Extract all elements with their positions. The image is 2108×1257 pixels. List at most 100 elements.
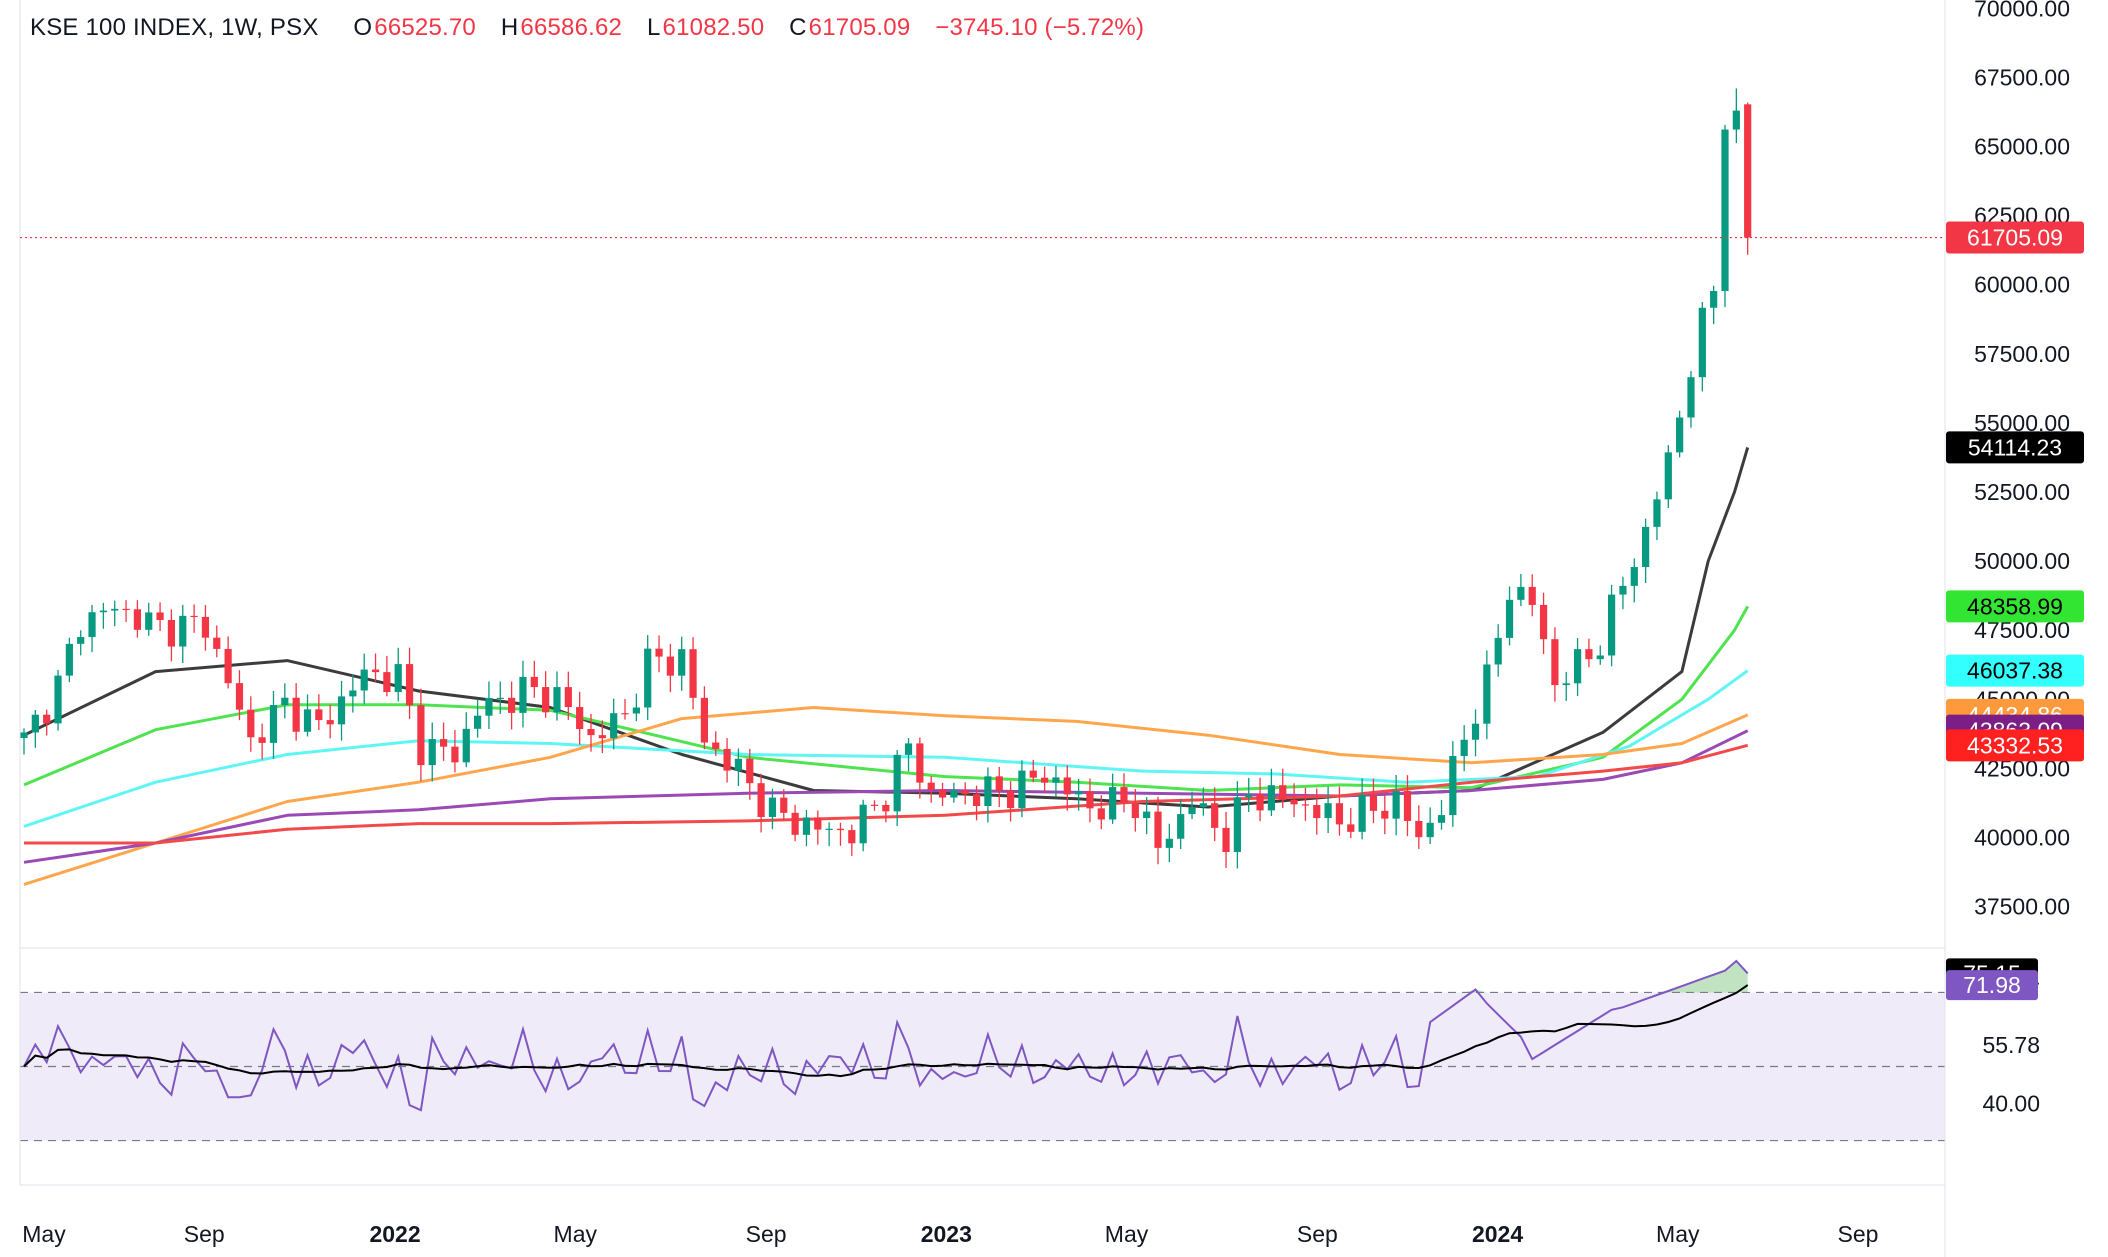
candle-body <box>1358 794 1366 832</box>
candle-body <box>337 696 346 725</box>
candle-body <box>723 748 731 771</box>
candle-body <box>88 612 96 638</box>
candle-body <box>1256 794 1264 811</box>
ma-line <box>23 669 1749 828</box>
candle-body <box>1505 599 1514 638</box>
candle-body <box>1199 803 1207 808</box>
candle-body <box>632 707 640 714</box>
candle-body <box>258 737 266 743</box>
candle-body <box>1301 804 1310 806</box>
price-badge-bg <box>1946 654 2084 687</box>
candle-body <box>836 828 845 831</box>
candle-body <box>916 743 924 783</box>
candle-body <box>1698 307 1706 378</box>
candle-body <box>678 649 686 676</box>
candle-body <box>1120 787 1128 804</box>
candle-body <box>1029 770 1037 778</box>
price-tick-label: 37500.00 <box>1974 894 2070 920</box>
candle-body <box>1052 777 1060 783</box>
candle-body <box>610 713 618 739</box>
candle-body <box>1573 649 1582 684</box>
candle-body <box>156 612 164 620</box>
candle-body <box>689 649 697 698</box>
candle-body <box>1245 794 1253 798</box>
candle-body <box>1347 824 1355 832</box>
candle-body <box>1744 104 1752 238</box>
candle-body <box>757 783 765 818</box>
candle-body <box>712 742 720 749</box>
candle-body <box>1290 799 1298 805</box>
candle-body <box>848 830 856 844</box>
time-tick-label: 2022 <box>369 1221 420 1247</box>
candle-body <box>1018 770 1026 809</box>
time-tick-label: 2023 <box>921 1221 972 1247</box>
candle-body <box>1460 739 1468 757</box>
candle-body <box>1154 811 1162 848</box>
rsi-pane-background <box>20 960 1945 1142</box>
price-badge-bg <box>1946 431 2084 464</box>
price-badge-text: 43332.53 <box>1967 732 2063 758</box>
price-tick-label: 60000.00 <box>1974 272 2070 298</box>
candle-body <box>190 615 198 618</box>
candle-body <box>1710 290 1718 308</box>
high-label: H <box>500 14 519 41</box>
candle-body <box>564 687 572 708</box>
candle-body <box>666 656 674 676</box>
candle-body <box>1086 791 1094 809</box>
candle-body <box>20 732 28 738</box>
candle-body <box>474 715 482 729</box>
candle-body <box>428 739 436 766</box>
candle-body <box>961 790 969 795</box>
candle-body <box>950 790 958 798</box>
ma-line <box>24 743 1749 845</box>
candle-body <box>984 776 992 807</box>
candle-body <box>780 797 788 813</box>
price-badge-ma-green: 48358.99 <box>1946 590 2084 623</box>
candle-body <box>870 804 879 806</box>
candle-body <box>224 648 232 684</box>
price-badge-text: 46037.38 <box>1967 658 2063 684</box>
close-label: C <box>789 14 807 41</box>
candle-body <box>1664 452 1672 500</box>
ma-line <box>23 446 1750 809</box>
candle-body <box>133 609 141 630</box>
rsi-lines <box>23 959 1749 1112</box>
candle-body <box>1313 805 1321 819</box>
candle-body <box>1267 785 1275 811</box>
price-badge-bg <box>1946 729 2084 762</box>
candle-body <box>598 735 606 739</box>
ma-line <box>23 605 1750 792</box>
time-tick-label: May <box>22 1221 66 1247</box>
candle-body <box>31 714 39 733</box>
candle-body <box>825 828 833 830</box>
candle-body <box>201 616 210 638</box>
candle-body <box>882 805 890 812</box>
candlesticks <box>20 88 1752 869</box>
candle-body <box>746 758 754 784</box>
candle-body <box>1494 637 1502 665</box>
price-badge-ma-red: 43332.53 <box>1946 729 2084 762</box>
open-value: 66525.70 <box>374 14 476 41</box>
candle-body <box>1596 655 1604 660</box>
candle-body <box>65 643 73 676</box>
candle-body <box>1006 790 1015 809</box>
candle-body <box>451 746 459 763</box>
candle-body <box>1676 417 1684 453</box>
candle-body <box>1517 586 1525 600</box>
high-value: 66586.62 <box>520 14 623 41</box>
candle-body <box>1471 723 1480 740</box>
candle-body <box>1721 129 1729 291</box>
candle-body <box>439 739 448 747</box>
rsi-tick-label: 40.00 <box>1982 1091 2040 1117</box>
candle-body <box>1211 803 1219 828</box>
price-badge-text: 61705.09 <box>1967 225 2063 251</box>
candle-body <box>315 709 323 721</box>
candle-body <box>303 709 312 732</box>
price-badge-ma-cyan: 46037.38 <box>1946 654 2084 687</box>
candle-body <box>111 608 119 611</box>
candle-body <box>938 789 947 798</box>
price-tick-label: 50000.00 <box>1974 548 2070 574</box>
price-tick-label: 70000.00 <box>1974 0 2070 21</box>
change-value: −3745.10 (−5.72%) <box>935 14 1145 41</box>
candle-body <box>768 797 777 818</box>
